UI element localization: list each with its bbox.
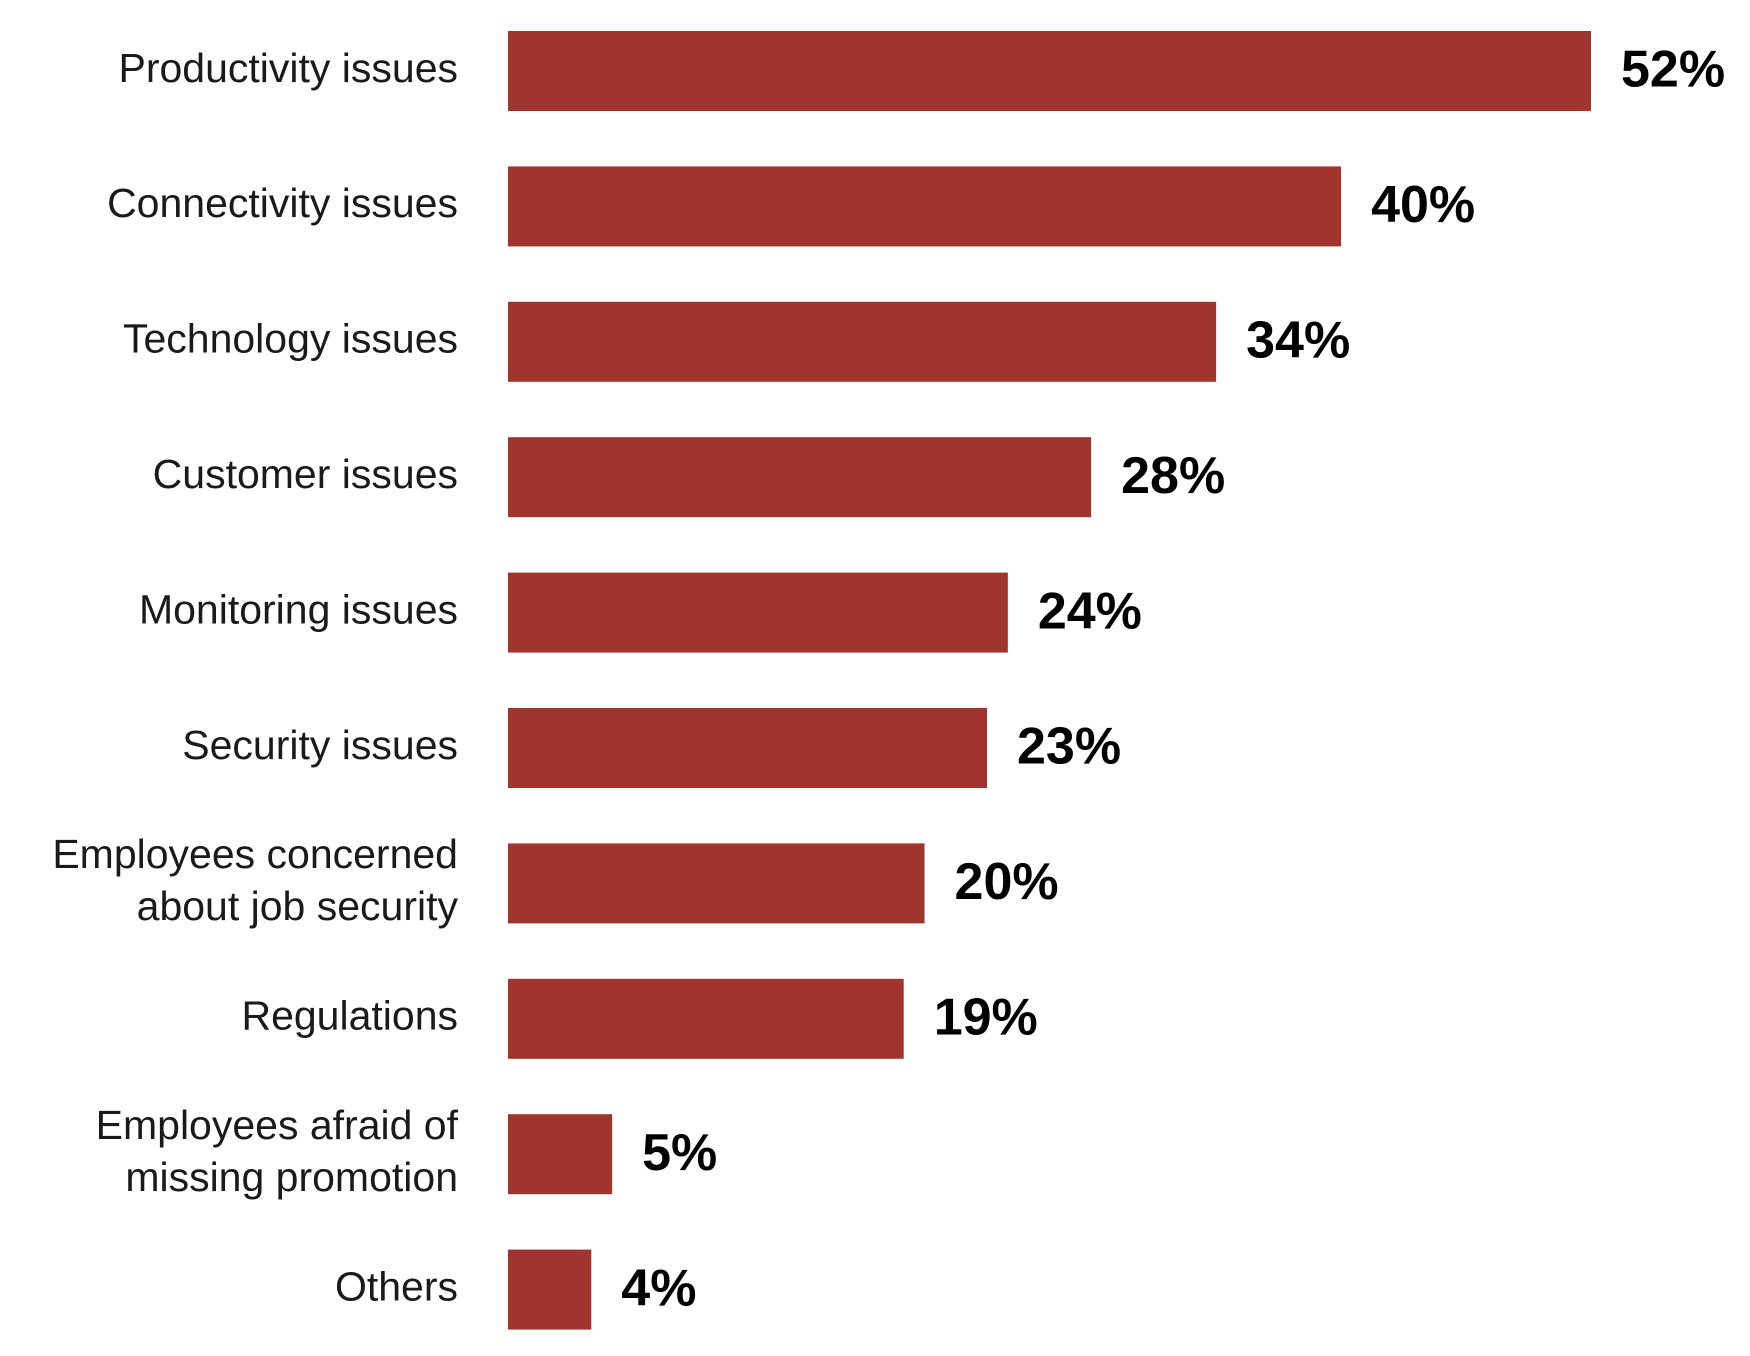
category-label: Customer issues xyxy=(153,451,458,497)
category-label: Security issues xyxy=(182,722,458,768)
value-label: 40% xyxy=(1371,176,1475,234)
category-label: Employees concerned about job security xyxy=(52,831,458,929)
value-label: 20% xyxy=(955,853,1059,911)
value-label: 23% xyxy=(1017,718,1121,776)
category-label: Productivity issues xyxy=(118,45,458,91)
bar xyxy=(508,978,904,1059)
category-label: Employees afraid of missing promotion xyxy=(96,1102,459,1200)
value-label: 34% xyxy=(1246,312,1350,370)
category-label: Regulations xyxy=(241,993,458,1039)
bars-layer xyxy=(508,31,1591,1330)
bar xyxy=(508,572,1008,653)
bar xyxy=(508,301,1217,382)
bar xyxy=(508,437,1092,518)
bar xyxy=(508,31,1591,111)
value-label: 5% xyxy=(642,1124,717,1182)
bar xyxy=(508,1249,592,1330)
bar xyxy=(508,166,1342,247)
value-label: 28% xyxy=(1121,447,1225,505)
value-label: 19% xyxy=(934,989,1038,1047)
category-labels-layer: Productivity issues Connectivity issues Te… xyxy=(52,45,458,1310)
value-label: 52% xyxy=(1621,41,1725,99)
value-label: 4% xyxy=(621,1259,696,1317)
bar xyxy=(508,843,925,924)
category-label: Others xyxy=(335,1263,458,1309)
category-label: Technology issues xyxy=(123,316,458,362)
bar xyxy=(508,1114,613,1195)
value-labels-layer: 52% 40% 34% 28% 24% 23% 20% 19% 5% 4% xyxy=(621,41,1725,1318)
value-label: 24% xyxy=(1038,582,1142,640)
category-label: Monitoring issues xyxy=(139,586,458,632)
bar xyxy=(508,708,988,788)
category-label: Connectivity issues xyxy=(107,180,458,226)
